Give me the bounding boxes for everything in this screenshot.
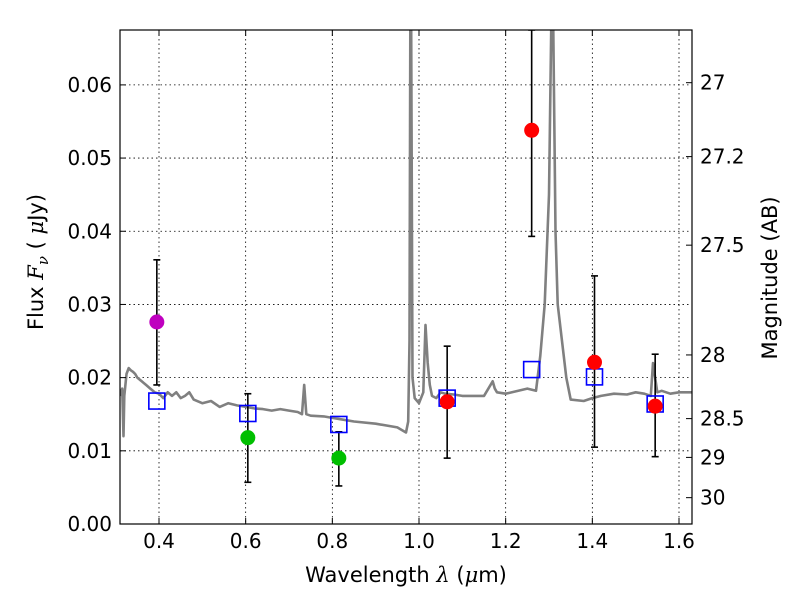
y-axis-title-word: Flux <box>24 286 48 330</box>
x-tick-label: 1.6 <box>663 529 695 553</box>
x-axis-title-unit-mu: μ <box>465 563 479 587</box>
x-axis-title-symbol: λ <box>435 563 449 587</box>
x-tick-label: 0.4 <box>143 529 175 553</box>
observed-flux-point <box>149 314 165 330</box>
y-axis-title-unit-mu: μ <box>24 221 48 235</box>
observed-flux-point <box>524 122 540 138</box>
y-axis-title-unit-open: ( <box>24 241 48 249</box>
y-tick-label: 0.03 <box>67 292 112 316</box>
plot-frame <box>119 29 693 525</box>
x-axis-title-unit-rest: m) <box>478 563 507 587</box>
model-photometry-square <box>330 415 348 434</box>
model-photometry-square <box>239 404 257 423</box>
x-tick-label: 1.0 <box>403 529 435 553</box>
observed-flux-point <box>587 354 602 370</box>
y-axis-title-unit-rest: Jy) <box>24 194 48 223</box>
observed-flux-point <box>647 398 663 414</box>
model-photometry-square <box>522 360 541 379</box>
y-axis-title-subscript: ν <box>34 256 52 265</box>
x-tick-label: 0.6 <box>230 529 262 553</box>
model-photometry-square <box>148 392 166 410</box>
x-tick-label: 0.8 <box>316 529 348 553</box>
observed-flux-point <box>439 394 455 410</box>
y2-tick-label: 27.2 <box>700 145 745 169</box>
x-axis-title: Wavelength λ (μm) <box>305 563 507 587</box>
y-tick-label: 0.01 <box>67 439 112 463</box>
y2-tick-label: 30 <box>700 486 725 510</box>
y-tick-label: 0.04 <box>67 219 112 243</box>
y2-tick-label: 27.5 <box>700 233 745 257</box>
tick-layer: 0.4 0.6 0.8 1.0 1.2 1.4 1.6 0.00 0.01 0.02 0.03 0.0… <box>67 30 745 553</box>
y2-axis-title: Magnitude (AB) <box>758 196 782 359</box>
y-tick-label: 0.02 <box>67 366 112 390</box>
x-tick-label: 1.4 <box>576 529 608 553</box>
y-axis-title-symbol: F <box>24 264 48 281</box>
y2-tick-label: 27 <box>700 71 725 95</box>
y2-tick-label: 28 <box>700 343 725 367</box>
x-axis-title-unit-open: ( <box>450 563 465 587</box>
y2-tick-label: 28.5 <box>700 407 745 431</box>
y2-tick-label: 29 <box>700 445 725 469</box>
observed-points-layer <box>149 122 663 466</box>
observed-flux-point <box>240 430 256 446</box>
y-tick-label: 0.06 <box>67 73 112 97</box>
x-axis-title-word: Wavelength <box>305 563 430 587</box>
y-axis-title: Flux Fν ( μJy) <box>24 194 52 330</box>
observed-flux-point <box>331 450 347 466</box>
y-tick-label: 0.00 <box>67 512 112 536</box>
y-tick-label: 0.05 <box>67 146 112 170</box>
x-tick-label: 1.2 <box>490 529 522 553</box>
